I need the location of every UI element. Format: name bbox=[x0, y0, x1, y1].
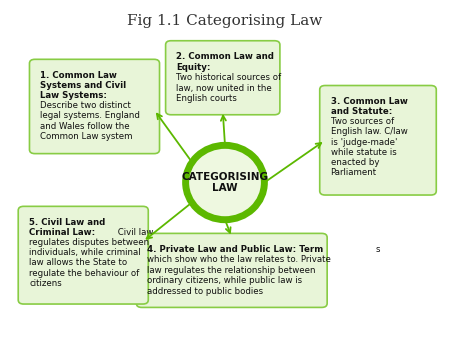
Text: law regulates the relationship between: law regulates the relationship between bbox=[147, 266, 315, 275]
Text: which show who the law relates to. Private: which show who the law relates to. Priva… bbox=[147, 256, 331, 264]
FancyBboxPatch shape bbox=[18, 206, 149, 304]
Text: law allows the State to: law allows the State to bbox=[29, 259, 127, 267]
Text: and Wales follow the: and Wales follow the bbox=[40, 122, 130, 130]
FancyBboxPatch shape bbox=[320, 86, 436, 195]
Text: legal systems. England: legal systems. England bbox=[40, 112, 140, 120]
Text: individuals, while criminal: individuals, while criminal bbox=[29, 248, 141, 257]
Text: Describe two distinct: Describe two distinct bbox=[40, 101, 131, 110]
Text: while statute is: while statute is bbox=[330, 148, 396, 157]
Text: 3. Common Law: 3. Common Law bbox=[330, 97, 407, 106]
Text: Two historical sources of: Two historical sources of bbox=[176, 73, 282, 82]
Text: Law Systems:: Law Systems: bbox=[40, 91, 107, 100]
Text: Equity:: Equity: bbox=[176, 63, 211, 72]
Text: law, now united in the: law, now united in the bbox=[176, 84, 272, 93]
Text: Systems and Civil: Systems and Civil bbox=[40, 81, 126, 90]
Text: ordinary citizens, while public law is: ordinary citizens, while public law is bbox=[147, 276, 302, 285]
Text: regulates disputes between: regulates disputes between bbox=[29, 238, 149, 247]
Text: English courts: English courts bbox=[176, 94, 237, 103]
Text: addressed to public bodies: addressed to public bodies bbox=[147, 287, 263, 296]
Text: Civil law: Civil law bbox=[115, 228, 153, 237]
Text: Criminal Law:: Criminal Law: bbox=[29, 228, 95, 237]
FancyBboxPatch shape bbox=[29, 59, 160, 153]
Text: 5. Civil Law and: 5. Civil Law and bbox=[29, 218, 105, 227]
Text: and Statute:: and Statute: bbox=[330, 107, 392, 116]
FancyBboxPatch shape bbox=[166, 41, 280, 115]
Text: is 'judge-made': is 'judge-made' bbox=[330, 138, 397, 147]
Text: regulate the behaviour of: regulate the behaviour of bbox=[29, 268, 140, 277]
Text: English law. C/law: English law. C/law bbox=[330, 127, 407, 137]
FancyBboxPatch shape bbox=[136, 233, 327, 308]
Text: CATEGORISING
LAW: CATEGORISING LAW bbox=[181, 172, 269, 193]
Text: Fig 1.1 Categorising Law: Fig 1.1 Categorising Law bbox=[127, 14, 323, 27]
Text: 1. Common Law: 1. Common Law bbox=[40, 71, 117, 80]
Text: enacted by: enacted by bbox=[330, 158, 379, 167]
Text: Common Law system: Common Law system bbox=[40, 132, 133, 141]
Text: Two sources of: Two sources of bbox=[330, 117, 394, 126]
Text: s: s bbox=[375, 245, 380, 254]
Text: 4. Private Law and Public Law: Term: 4. Private Law and Public Law: Term bbox=[147, 245, 324, 254]
Text: Parliament: Parliament bbox=[330, 168, 377, 177]
Text: citizens: citizens bbox=[29, 279, 62, 288]
Ellipse shape bbox=[185, 145, 265, 220]
Text: 2. Common Law and: 2. Common Law and bbox=[176, 52, 274, 61]
